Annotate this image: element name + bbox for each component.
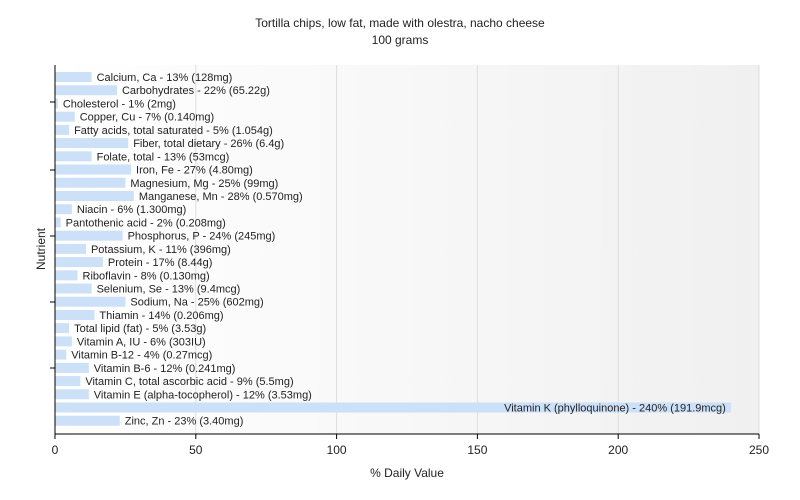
bar-label: Niacin - 6% (1.300mg) xyxy=(77,204,186,216)
x-tick-label: 50 xyxy=(189,443,203,457)
bar-labels: Calcium, Ca - 13% (128mg)Carbohydrates -… xyxy=(63,72,726,428)
bar xyxy=(55,72,92,82)
x-tick-label: 100 xyxy=(327,443,347,457)
bar-label: Potassium, K - 11% (396mg) xyxy=(91,244,231,256)
bar-label: Vitamin E (alpha-tocopherol) - 12% (3.53… xyxy=(94,389,312,401)
bar-label: Total lipid (fat) - 5% (3.53g) xyxy=(74,323,206,335)
chart-subtitle: 100 grams xyxy=(372,33,429,47)
bar-label: Copper, Cu - 7% (0.140mg) xyxy=(80,112,215,124)
bar xyxy=(55,389,89,400)
x-axis-label: % Daily Value xyxy=(370,466,444,480)
y-axis-ticks xyxy=(50,101,55,369)
bar-label: Vitamin B-12 - 4% (0.27mcg) xyxy=(71,350,212,362)
bar-label: Pantothenic acid - 2% (0.208mg) xyxy=(66,217,226,229)
bar-label: Riboflavin - 8% (0.130mg) xyxy=(83,270,210,282)
bar xyxy=(55,402,731,413)
bar xyxy=(55,177,126,188)
bar-label: Cholesterol - 1% (2mg) xyxy=(63,98,176,110)
bar-label: Fiber, total dietary - 26% (6.4g) xyxy=(133,138,284,150)
bar-label: Iron, Fe - 27% (4.80mg) xyxy=(136,165,253,177)
bar xyxy=(55,138,129,149)
bar-label: Zinc, Zn - 23% (3.40mg) xyxy=(125,416,244,428)
bar-label: Vitamin K (phylloquinone) - 240% (191.9m… xyxy=(504,403,726,415)
bar xyxy=(55,164,132,175)
bar-label: Vitamin C, total ascorbic acid - 9% (5.5… xyxy=(85,376,293,388)
bar xyxy=(55,362,89,373)
bar-label: Magnesium, Mg - 25% (99mg) xyxy=(130,178,278,190)
bar-label: Folate, total - 13% (53mcg) xyxy=(97,151,230,163)
bar xyxy=(55,283,92,294)
bar-label: Manganese, Mn - 28% (0.570mg) xyxy=(139,191,303,203)
chart-title: Tortilla chips, low fat, made with olest… xyxy=(255,16,545,30)
x-tick-label: 150 xyxy=(467,443,487,457)
bar-label: Selenium, Se - 13% (9.4mcg) xyxy=(97,284,241,296)
bar xyxy=(55,230,123,241)
bar xyxy=(55,85,117,96)
bar-label: Fatty acids, total saturated - 5% (1.054… xyxy=(74,125,273,137)
x-axis-ticks: 0 50 100 150 200 250 xyxy=(52,434,769,457)
bar-label: Protein - 17% (8.44g) xyxy=(108,257,213,269)
bar-label: Vitamin A, IU - 6% (303IU) xyxy=(77,336,206,348)
bar-label: Calcium, Ca - 13% (128mg) xyxy=(97,72,233,84)
gridlines xyxy=(195,65,760,434)
y-axis-label: Nutrient xyxy=(34,227,48,270)
bar xyxy=(55,111,75,122)
bar xyxy=(55,336,72,347)
bar xyxy=(55,349,67,360)
bar xyxy=(55,257,103,268)
bar xyxy=(55,151,92,162)
bar xyxy=(55,98,58,109)
bar-label: Sodium, Na - 25% (602mg) xyxy=(130,297,263,309)
x-tick-label: 0 xyxy=(52,443,59,457)
x-tick-label: 250 xyxy=(749,443,769,457)
bar xyxy=(55,124,70,135)
bar xyxy=(55,243,86,254)
bar xyxy=(55,190,134,201)
bar-label: Vitamin B-6 - 12% (0.241mg) xyxy=(94,363,236,375)
plot-area xyxy=(55,65,759,434)
bars xyxy=(55,72,731,426)
bar xyxy=(55,204,72,215)
bar-label: Carbohydrates - 22% (65.22g) xyxy=(122,85,270,97)
bar-label: Thiamin - 14% (0.206mg) xyxy=(99,310,223,322)
bar xyxy=(55,376,81,387)
bar xyxy=(55,270,78,281)
bar xyxy=(55,309,95,320)
bar-label: Phosphorus, P - 24% (245mg) xyxy=(128,231,276,243)
bar xyxy=(55,415,120,426)
bar xyxy=(55,296,126,307)
bar xyxy=(55,217,61,228)
x-tick-label: 200 xyxy=(608,443,628,457)
bar xyxy=(55,323,70,334)
